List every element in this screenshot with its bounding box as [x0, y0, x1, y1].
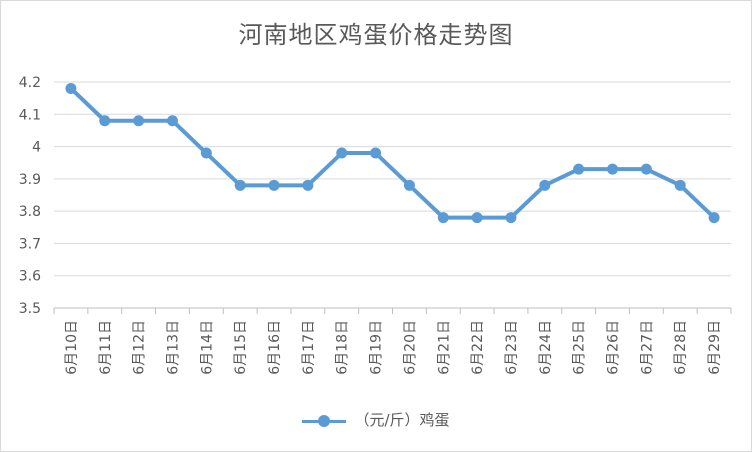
data-point	[471, 212, 483, 224]
data-point	[505, 212, 517, 224]
y-tick-labels: 3.5 3.6 3.7 3.8 3.9 4 4.1 4.2	[19, 75, 41, 317]
data-point	[403, 179, 415, 191]
x-tick-label: 6月21日	[436, 320, 452, 375]
legend-label: （元/斤）鸡蛋	[354, 411, 450, 429]
y-tick-label: 3.6	[19, 269, 41, 285]
x-tick-label: 6月20日	[402, 320, 418, 375]
x-tick-label: 6月28日	[673, 320, 689, 375]
x-tick-label: 6月17日	[301, 320, 317, 375]
data-point	[234, 179, 246, 191]
data-point	[674, 179, 686, 191]
x-tick-labels: 6月10日 6月11日 6月12日 6月13日 6月14日 6月15日 6月16日 6月17日…	[64, 320, 723, 375]
y-tick-label: 4.2	[19, 75, 41, 91]
axes	[53, 307, 732, 314]
x-tick-label: 6月19日	[369, 320, 385, 375]
data-point	[573, 163, 585, 175]
data-point	[99, 115, 111, 127]
x-tick-label: 6月22日	[470, 320, 486, 375]
x-tick-label: 6月15日	[233, 320, 249, 375]
data-point	[133, 115, 145, 127]
x-tick-label: 6月29日	[707, 320, 723, 375]
chart-title: 河南地区鸡蛋价格走势图	[238, 21, 514, 49]
data-point	[708, 212, 720, 224]
data-point	[336, 147, 348, 159]
data-point	[539, 179, 551, 191]
series-layer	[65, 82, 720, 224]
data-point	[268, 179, 280, 191]
legend: （元/斤）鸡蛋	[1, 409, 751, 430]
x-tick-label: 6月25日	[572, 320, 588, 375]
data-point	[200, 147, 212, 159]
grid-lines	[54, 81, 731, 277]
data-point	[302, 179, 314, 191]
x-tick-label: 6月11日	[98, 320, 114, 375]
x-tick-label: 6月18日	[335, 320, 351, 375]
x-tick-label: 6月12日	[132, 320, 148, 375]
y-tick-label: 4.1	[19, 107, 41, 123]
x-tick-label: 6月24日	[538, 320, 554, 375]
x-tick-label: 6月13日	[165, 320, 181, 375]
y-tick-label: 3.9	[19, 172, 41, 188]
x-tick-label: 6月27日	[639, 320, 655, 375]
data-point	[640, 163, 652, 175]
x-tick-label: 6月10日	[64, 320, 80, 375]
data-point	[607, 163, 619, 175]
y-tick-label: 4	[32, 140, 41, 156]
x-tick-label: 6月14日	[199, 320, 215, 375]
x-tick-label: 6月23日	[504, 320, 520, 375]
data-point	[65, 82, 77, 94]
data-point	[437, 212, 449, 224]
y-tick-label: 3.5	[19, 301, 41, 317]
data-point	[370, 147, 382, 159]
x-tick-label: 6月16日	[267, 320, 283, 375]
y-tick-label: 3.7	[19, 236, 41, 252]
y-tick-label: 3.8	[19, 204, 41, 220]
data-point	[166, 115, 178, 127]
x-tick-label: 6月26日	[606, 320, 622, 375]
legend-line-marker-icon	[302, 414, 347, 428]
series-line	[68, 86, 717, 220]
